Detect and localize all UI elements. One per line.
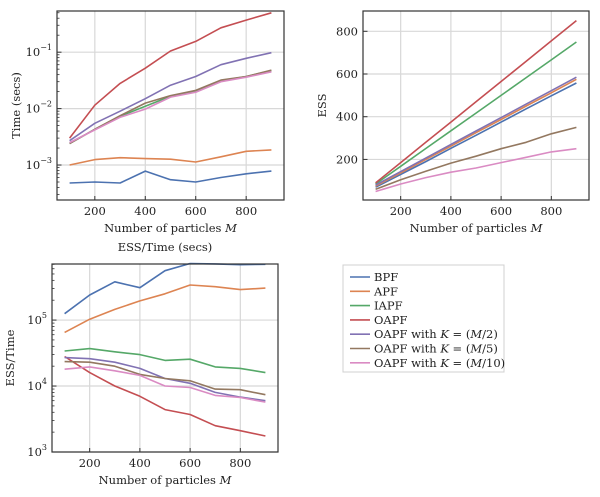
ess-per-time-chart: 200 400 600 800 103 104 105 Number of particles… [3,240,279,487]
plot-area [57,11,284,200]
ess-chart: 200 400 600 800 200 400 600 800 Number of partic… [315,10,590,235]
series-line-apf [69,149,272,166]
series-line-apf [375,78,577,187]
x-tick-label: 800 [229,456,251,470]
x-tick-label: 200 [79,456,101,470]
series-line-oapf-m10 [375,147,577,193]
x-tick-label: 200 [390,204,412,218]
legend-label: APF [373,284,398,298]
series-line-oapf-m10 [64,366,266,403]
y-tick-label: 800 [336,24,358,38]
series-line-oapf-m5 [69,69,272,145]
series-line-oapf-m2 [69,51,272,142]
x-tick-label: 400 [134,204,156,218]
y-tick-label: 105 [27,311,47,327]
y-tick-label: 10−2 [26,100,52,116]
legend-label: OAPF with K = (M/2) [374,327,498,341]
y-tick-label: 103 [27,443,47,459]
y-tick-label: 200 [336,152,358,166]
x-tick-label: 800 [540,204,562,218]
x-tick-label: 400 [440,204,462,218]
legend-item: OAPF with K = (M/2) [350,327,498,341]
x-tick-label: 200 [84,204,106,218]
legend-item: BPF [350,270,398,284]
x-tick-label: 600 [490,204,512,218]
x-tick-label: 400 [129,456,151,470]
y-axis-label: Time (secs) [9,72,23,139]
legend-box [342,264,505,373]
legend-label: OAPF with K = (M/10) [374,356,505,370]
legend-label: OAPF [374,313,407,327]
y-tick-label: 104 [27,377,47,393]
series-line-oapf [64,355,266,437]
legend-item: APF [350,284,398,298]
plot-area [363,11,589,200]
series-line-iapf [64,347,266,374]
x-axis-label: Number of particles M [104,221,238,235]
y-tick-label: 600 [336,67,358,81]
y-tick-label: 10−3 [26,156,52,172]
axes-frame [51,263,279,453]
legend-label: BPF [374,270,398,284]
x-tick-label: 800 [235,204,257,218]
series-line-bpf [375,82,577,188]
legend-label: OAPF with K = (M/5) [374,342,498,356]
y-axis-label: ESS/Time [3,329,17,386]
series-line-oapf-m10 [69,71,272,144]
legend-item: IAPF [350,299,403,313]
x-tick-label: 600 [185,204,207,218]
series-line-oapf [68,12,272,139]
y-axis-label: ESS [315,93,329,117]
time-chart: 200 400 600 800 10−3 10−2 10−1 Number of partic… [9,10,285,235]
legend-item: OAPF with K = (M/10) [350,356,505,370]
series-line-iapf [375,41,577,185]
legend-label: IAPF [374,299,403,313]
x-axis-label: Number of particles M [99,473,233,487]
legend-item: OAPF with K = (M/5) [350,342,498,356]
series-line-oapf-m5 [64,360,266,396]
x-axis-label: Number of particles M [410,221,544,235]
legend-item: OAPF [350,313,407,327]
y-tick-label: 10−1 [26,43,52,59]
series-line-oapf [375,19,577,184]
y-tick-label: 400 [336,110,358,124]
series-line-oapf-m5 [375,126,577,191]
series-line-apf [64,284,266,334]
axes-frame [362,10,590,201]
series-line-oapf-m2 [375,76,577,186]
chart-title: ESS/Time (secs) [118,240,213,254]
x-tick-label: 600 [179,456,201,470]
axes-frame [56,10,285,201]
series-line-bpf [69,170,272,184]
